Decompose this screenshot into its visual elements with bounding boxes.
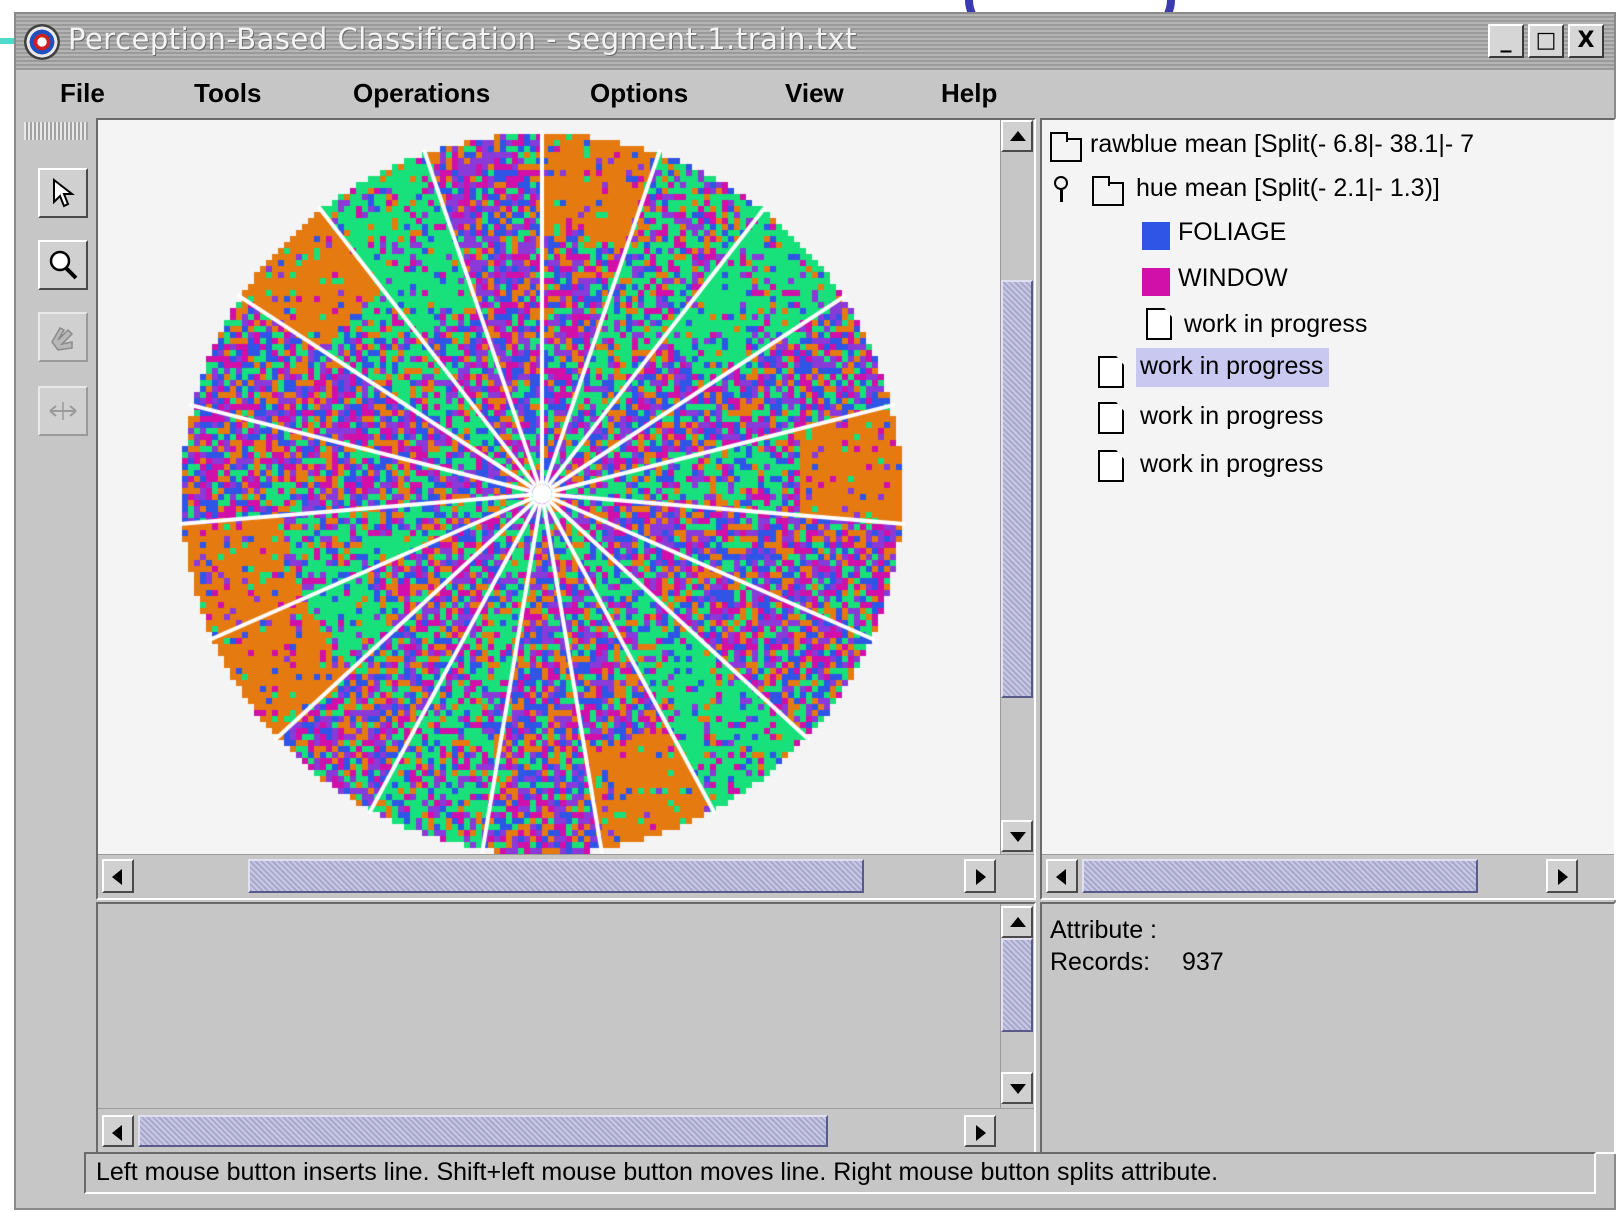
close-button[interactable]: X [1568, 24, 1604, 58]
window-color-swatch [1142, 268, 1170, 296]
visualization-panel [96, 118, 1036, 900]
menu-bar: File Tools Operations Options View Help [16, 70, 1614, 114]
bottom-horizontal-scrollbar[interactable] [98, 1108, 1034, 1152]
magnifier-icon [49, 250, 78, 280]
tree-leaf-wip-selected[interactable]: work in progress [1136, 348, 1330, 387]
tree-leaf-wip[interactable]: work in progress [1140, 402, 1324, 430]
tree-root-node[interactable]: rawblue mean [Split(- 6.8|- 38.1|- 7 [1090, 130, 1474, 158]
vertical-scroll-thumb[interactable] [1001, 280, 1033, 698]
scroll-left-button[interactable] [102, 1115, 134, 1147]
menu-help[interactable]: Help [941, 78, 998, 108]
horizontal-scroll-thumb[interactable] [138, 1115, 828, 1147]
app-icon[interactable] [24, 24, 60, 60]
tree-leaf-wip-nested[interactable]: work in progress [1184, 310, 1368, 338]
menu-options[interactable]: Options [590, 78, 689, 108]
minimize-button[interactable]: _ [1488, 24, 1524, 58]
bottom-vertical-scrollbar[interactable] [1000, 904, 1034, 1108]
decision-tree-panel: rawblue mean [Split(- 6.8|- 38.1|- 7 hue… [1040, 118, 1616, 900]
decorative-accent-line [0, 38, 18, 44]
status-bar: Left mouse button inserts line. Shift+le… [84, 1152, 1596, 1194]
menu-tools[interactable]: Tools [194, 78, 262, 108]
menu-file[interactable]: File [60, 78, 105, 108]
hand-icon [51, 327, 74, 351]
pan-tool-button[interactable] [38, 312, 88, 362]
status-text: Left mouse button inserts line. Shift+le… [96, 1158, 1219, 1186]
horizontal-scroll-thumb[interactable] [1082, 859, 1478, 893]
tree-expand-handle-icon[interactable] [1054, 176, 1068, 190]
records-label: Records: [1050, 948, 1151, 976]
visualization-horizontal-scrollbar[interactable] [98, 854, 1034, 898]
zoom-tool-button[interactable] [38, 240, 88, 290]
scroll-right-button[interactable] [964, 859, 996, 893]
maximize-button[interactable]: □ [1528, 24, 1564, 58]
scroll-right-button[interactable] [964, 1115, 996, 1147]
horizontal-scroll-thumb[interactable] [248, 859, 864, 893]
window-title: Perception-Based Classification - segmen… [68, 22, 857, 56]
title-bar[interactable]: Perception-Based Classification - segmen… [16, 14, 1614, 70]
resize-tool-button[interactable] [38, 386, 88, 436]
folder-icon[interactable] [1092, 176, 1124, 206]
tool-bar [16, 118, 94, 1130]
arrow-pointer-icon [53, 177, 75, 208]
tree-child-node[interactable]: hue mean [Split(- 2.1|- 1.3)] [1136, 174, 1440, 202]
pointer-tool-button[interactable] [38, 168, 88, 218]
toolbar-grip[interactable] [24, 122, 88, 140]
resize-arrows-icon [49, 402, 77, 420]
tree-leaf-foliage[interactable]: FOLIAGE [1178, 218, 1287, 246]
menu-operations[interactable]: Operations [353, 78, 491, 108]
scroll-right-button[interactable] [1546, 859, 1578, 893]
tree-horizontal-scrollbar[interactable] [1042, 854, 1614, 898]
scroll-left-button[interactable] [102, 859, 134, 893]
tree-handle-stem [1060, 190, 1063, 202]
scroll-up-button[interactable] [1001, 120, 1033, 152]
vertical-scroll-thumb[interactable] [1001, 938, 1033, 1032]
records-value: 937 [1182, 948, 1224, 976]
tree-leaf-window[interactable]: WINDOW [1178, 264, 1288, 292]
foliage-color-swatch [1142, 222, 1170, 250]
info-panel: Attribute : Records: 937 [1040, 902, 1616, 1154]
document-icon [1146, 308, 1172, 340]
bottom-visualization-panel [96, 902, 1036, 1154]
scroll-left-button[interactable] [1046, 859, 1078, 893]
document-icon [1098, 450, 1124, 482]
tree-leaf-wip[interactable]: work in progress [1140, 450, 1324, 478]
circle-segments-visualization[interactable] [98, 120, 1034, 854]
document-icon [1098, 356, 1124, 388]
visualization-vertical-scrollbar[interactable] [1000, 120, 1034, 854]
attribute-label: Attribute : [1050, 916, 1157, 944]
scroll-up-button[interactable] [1001, 906, 1033, 938]
menu-view[interactable]: View [785, 78, 844, 108]
document-icon [1098, 402, 1124, 434]
folder-icon[interactable] [1050, 132, 1082, 162]
application-window: Perception-Based Classification - segmen… [14, 12, 1616, 1210]
scroll-down-button[interactable] [1001, 1072, 1033, 1104]
scroll-down-button[interactable] [1001, 820, 1033, 852]
